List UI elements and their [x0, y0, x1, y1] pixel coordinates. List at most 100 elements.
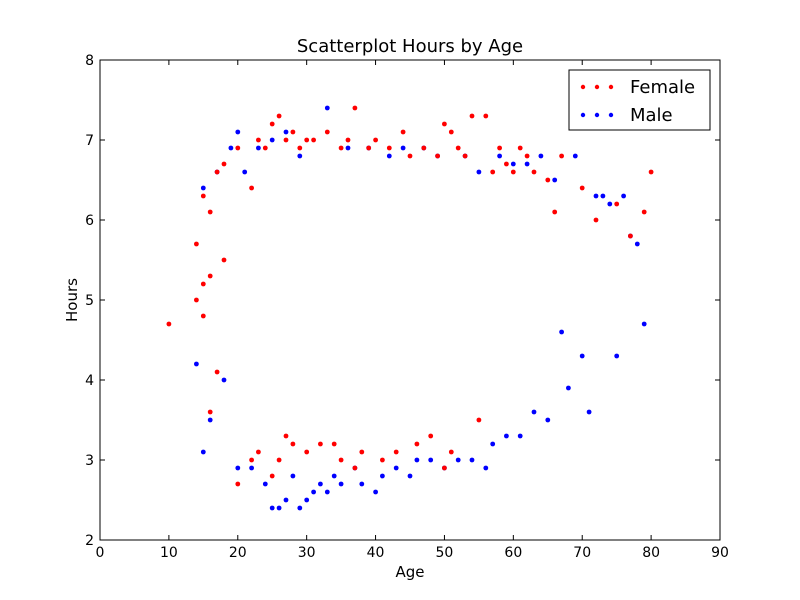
data-point-female	[304, 449, 310, 455]
data-point-male	[524, 161, 530, 167]
data-point-male	[579, 353, 585, 359]
data-point-female	[476, 417, 482, 423]
x-tick-label: 20	[229, 545, 247, 561]
data-point-female	[393, 449, 399, 455]
data-point-female	[442, 121, 447, 127]
data-point-male	[331, 473, 337, 479]
data-point-male	[262, 481, 268, 487]
data-point-female	[338, 457, 344, 463]
data-point-male	[538, 153, 544, 159]
data-point-female	[545, 177, 551, 183]
data-point-female	[400, 129, 406, 135]
data-point-female	[269, 121, 275, 127]
data-point-female	[531, 169, 537, 175]
data-point-female	[421, 145, 427, 151]
data-point-male	[324, 105, 330, 111]
data-point-female	[304, 137, 310, 143]
data-point-female	[166, 321, 172, 327]
data-point-female	[276, 113, 282, 119]
data-point-female	[559, 153, 564, 159]
data-point-male	[641, 321, 647, 327]
data-point-female	[249, 457, 255, 463]
data-point-male	[621, 193, 626, 199]
data-point-male	[283, 129, 289, 135]
data-point-female	[290, 441, 296, 447]
data-point-female	[435, 153, 440, 159]
data-point-male	[614, 353, 620, 359]
data-point-male	[559, 329, 564, 335]
data-point-female	[510, 169, 516, 175]
legend: Female Male	[568, 69, 711, 131]
data-point-female	[283, 433, 289, 439]
data-point-female	[256, 449, 261, 455]
data-point-female	[221, 257, 227, 263]
data-point-female	[214, 369, 220, 375]
y-tick-label: 8	[85, 53, 94, 69]
data-point-female	[366, 145, 372, 151]
data-point-male	[393, 465, 399, 471]
legend-marker	[594, 84, 600, 90]
data-point-male	[607, 201, 613, 207]
data-point-male	[200, 449, 206, 455]
data-point-male	[634, 241, 640, 247]
data-point-male	[290, 473, 296, 479]
data-point-male	[283, 497, 289, 503]
data-point-male	[359, 481, 365, 487]
y-axis-label: Hours	[63, 278, 81, 322]
data-point-female	[517, 145, 523, 151]
data-point-male	[552, 177, 558, 183]
data-point-female	[407, 153, 413, 159]
data-point-female	[345, 137, 351, 143]
data-point-male	[338, 481, 344, 487]
data-point-female	[311, 137, 316, 143]
data-point-female	[428, 433, 434, 439]
data-point-male	[345, 145, 351, 151]
series-female	[166, 105, 654, 487]
data-point-female	[483, 113, 489, 119]
data-point-female	[283, 137, 289, 143]
legend-marker	[580, 84, 586, 90]
data-point-male	[269, 505, 275, 511]
data-point-male	[386, 153, 392, 159]
data-point-male	[483, 465, 489, 471]
data-point-male	[531, 409, 537, 415]
x-tick-label: 80	[642, 545, 660, 561]
y-tick-label: 3	[85, 453, 94, 469]
data-point-male	[256, 145, 261, 151]
data-point-female	[462, 153, 468, 159]
x-tick-label: 70	[573, 545, 591, 561]
data-point-male	[407, 473, 413, 479]
x-tick-label: 90	[711, 545, 729, 561]
legend-marker	[594, 112, 600, 118]
data-point-female	[214, 169, 220, 175]
data-point-female	[386, 145, 392, 151]
ticks-layer: 0 10 20 30 40 50 60 70 80 90 2 3 4 5 6 7 8	[85, 53, 729, 561]
data-point-female	[524, 153, 530, 159]
data-point-male	[194, 361, 199, 367]
data-point-female	[324, 129, 330, 135]
data-point-female	[380, 457, 385, 463]
data-point-male	[269, 137, 275, 143]
data-point-male	[318, 481, 323, 487]
data-point-male	[586, 409, 592, 415]
x-tick-label: 50	[436, 545, 454, 561]
legend-label: Female	[630, 77, 695, 98]
data-point-male	[311, 489, 316, 495]
data-point-female	[200, 281, 206, 287]
data-point-female	[641, 209, 647, 215]
data-point-male	[276, 505, 282, 511]
x-tick-label: 40	[367, 545, 385, 561]
data-point-female	[200, 193, 206, 199]
data-point-female	[448, 129, 454, 135]
y-tick-label: 7	[85, 133, 94, 149]
data-point-male	[414, 457, 420, 463]
data-point-male	[235, 465, 241, 471]
x-tick-label: 10	[160, 545, 178, 561]
data-point-male	[200, 185, 206, 191]
data-point-male	[497, 153, 502, 159]
chart-title: Scatterplot Hours by Age	[297, 36, 523, 57]
data-point-female	[262, 145, 268, 151]
data-point-male	[572, 153, 578, 159]
data-point-male	[545, 417, 551, 423]
